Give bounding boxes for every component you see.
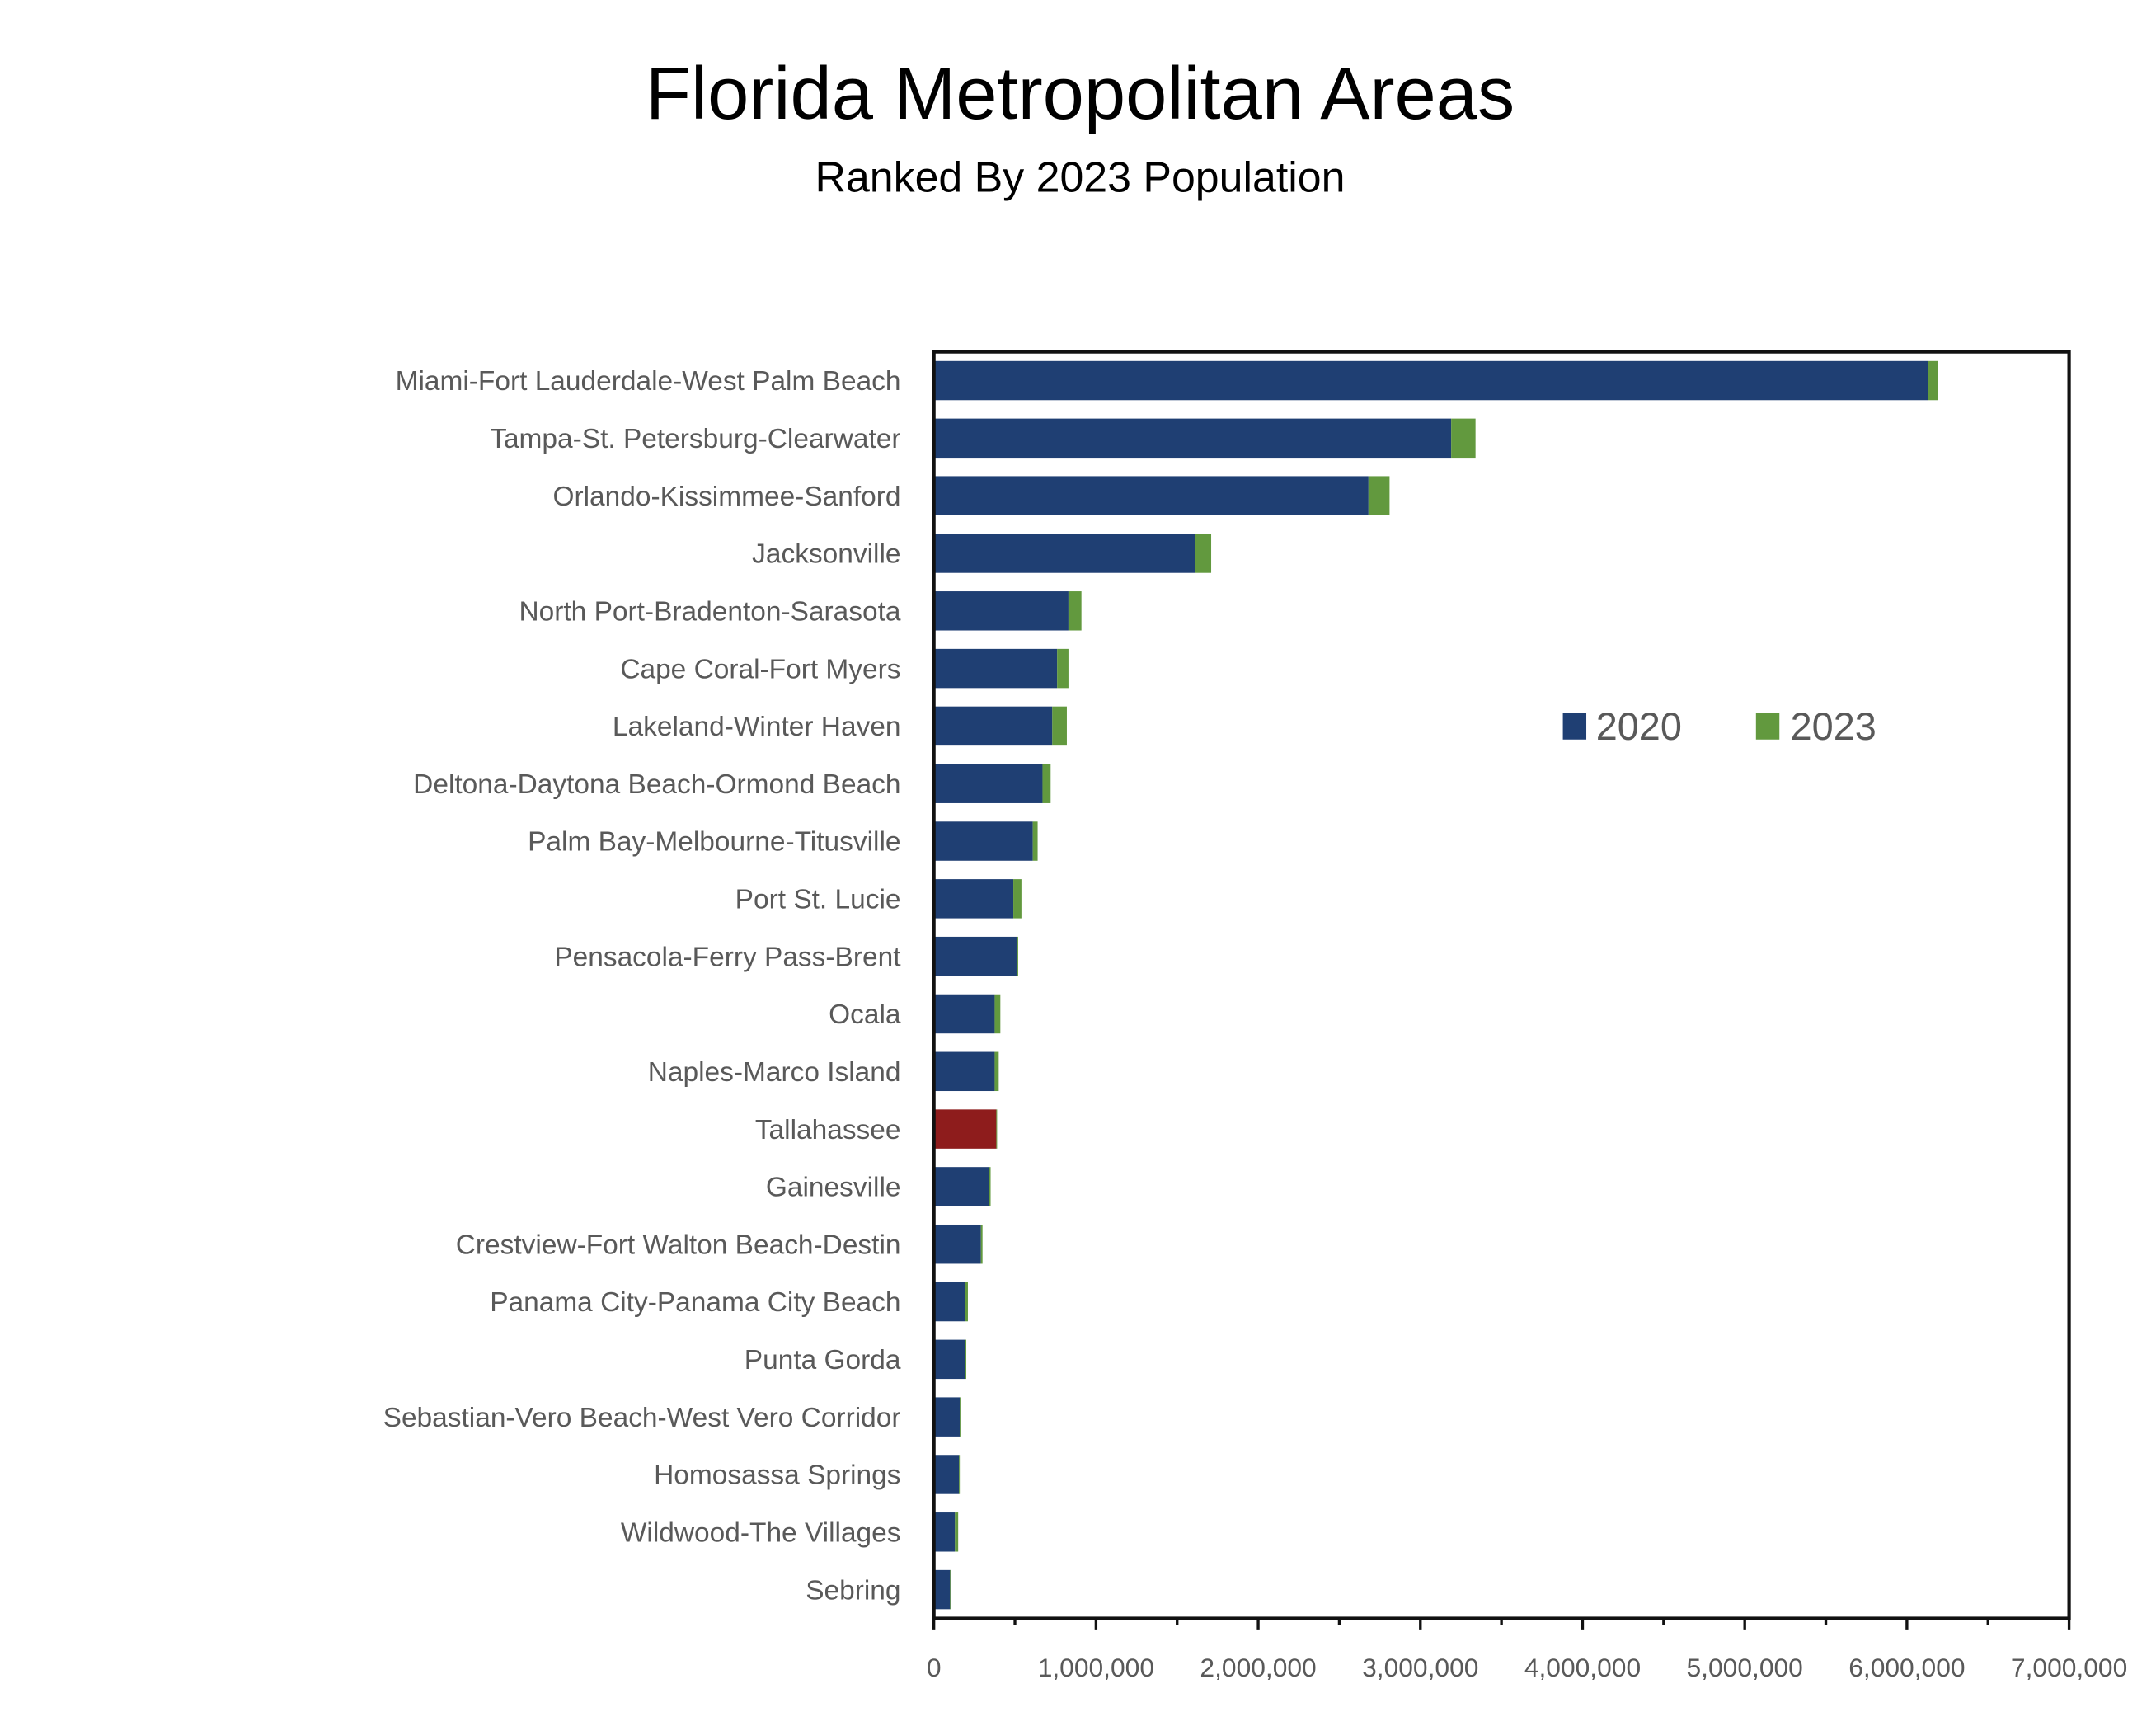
bar-2020 — [933, 1455, 960, 1494]
bar-2023-increase — [1013, 879, 1022, 919]
bar-2020 — [933, 1167, 989, 1206]
x-tick-label: 6,000,000 — [1848, 1653, 1965, 1682]
bar-2023-increase — [955, 1512, 959, 1552]
category-label: Wildwood-The Villages — [621, 1517, 901, 1548]
category-label: Deltona-Daytona Beach-Ormond Beach — [413, 769, 900, 800]
bar-2020 — [933, 1224, 981, 1264]
x-tick-label: 4,000,000 — [1524, 1653, 1641, 1682]
bar-2020 — [933, 1109, 997, 1149]
chart-title: Florida Metropolitan Areas — [646, 52, 1515, 135]
bar-2020 — [933, 1397, 961, 1437]
bars-group — [933, 360, 1938, 1610]
bar-2020 — [933, 936, 1017, 976]
bar-2020 — [933, 360, 1928, 401]
category-label: Ocala — [829, 999, 901, 1030]
category-label: Cape Coral-Fort Myers — [620, 654, 900, 684]
legend-label-2020: 2020 — [1596, 705, 1682, 748]
bar-2023-increase — [960, 1397, 961, 1437]
bar-2020 — [933, 1512, 956, 1552]
category-labels: Miami-Fort Lauderdale-West Palm Beach Tam… — [383, 366, 902, 1606]
bar-2020 — [933, 764, 1043, 803]
category-label: Punta Gorda — [745, 1345, 901, 1376]
bar-2023-increase — [1032, 821, 1038, 861]
bar-2020 — [933, 648, 1058, 689]
category-label: Tampa-St. Petersburg-Clearwater — [490, 424, 900, 454]
bar-2020 — [933, 821, 1033, 861]
category-label: Panama City-Panama City Beach — [490, 1287, 900, 1318]
category-label: Lakeland-Winter Haven — [613, 712, 901, 742]
bar-2023-increase — [1451, 418, 1476, 459]
category-label: Port St. Lucie — [735, 885, 901, 915]
bar-2023-increase — [1928, 360, 1938, 401]
category-label: Gainesville — [766, 1173, 901, 1203]
bar-2023-increase — [965, 1282, 968, 1322]
category-label: Crestview-Fort Walton Beach-Destin — [456, 1230, 901, 1260]
bar-2023-increase — [1016, 936, 1018, 976]
category-label: Jacksonville — [752, 539, 900, 570]
category-label: Homosassa Springs — [654, 1460, 900, 1491]
chart-subtitle: Ranked By 2023 Population — [815, 153, 1346, 201]
category-label: Tallahassee — [755, 1115, 901, 1145]
bar-2023-increase — [994, 994, 1001, 1034]
x-tick-label: 0 — [927, 1653, 942, 1682]
x-axis: 0 1,000,000 2,000,000 3,000,000 4,000,000 5,0… — [927, 1618, 2127, 1682]
category-label: Naples-Marco Island — [648, 1057, 901, 1088]
bar-2023-increase — [1195, 534, 1212, 573]
bar-2020 — [933, 1339, 965, 1380]
bar-2023-increase — [989, 1167, 991, 1206]
category-label: North Port-Bradenton-Sarasota — [519, 596, 900, 627]
bar-2020 — [933, 1051, 995, 1092]
bar-2020 — [933, 1569, 951, 1610]
x-tick-label: 2,000,000 — [1200, 1653, 1316, 1682]
legend: 2020 2023 — [1562, 705, 1877, 748]
bar-2023-increase — [994, 1051, 999, 1092]
bar-2020 — [933, 476, 1369, 515]
bar-2023-increase — [1368, 476, 1390, 515]
bar-2020 — [933, 418, 1452, 459]
bar-2023-increase — [1042, 764, 1051, 803]
legend-label-2023: 2023 — [1791, 705, 1877, 748]
x-tick-label: 3,000,000 — [1362, 1653, 1478, 1682]
bar-2020 — [933, 706, 1053, 746]
bar-2023-increase — [1068, 591, 1082, 631]
bar-2020 — [933, 1282, 965, 1322]
x-tick-label: 5,000,000 — [1687, 1653, 1803, 1682]
bar-2023-increase — [959, 1455, 961, 1494]
bar-2023-increase — [965, 1339, 967, 1380]
bar-2023-increase — [950, 1569, 951, 1610]
bar-2023-increase — [1052, 706, 1067, 746]
bar-2020 — [933, 534, 1195, 573]
category-label: Pensacola-Ferry Pass-Brent — [554, 942, 901, 972]
bar-2023-increase — [996, 1109, 998, 1149]
category-label: Palm Bay-Melbourne-Titusville — [528, 827, 900, 858]
x-tick-label: 1,000,000 — [1038, 1653, 1154, 1682]
x-tick-label: 7,000,000 — [2011, 1653, 2127, 1682]
category-label: Sebastian-Vero Beach-West Vero Corridor — [383, 1403, 901, 1433]
legend-swatch-2023 — [1755, 713, 1780, 740]
bar-2020 — [933, 879, 1014, 919]
bar-2023-increase — [1057, 648, 1069, 689]
bar-2020 — [933, 994, 995, 1034]
legend-swatch-2020 — [1562, 713, 1587, 740]
category-label: Sebring — [806, 1575, 900, 1606]
category-label: Miami-Fort Lauderdale-West Palm Beach — [396, 366, 901, 397]
bar-2023-increase — [980, 1224, 983, 1264]
category-label: Orlando-Kissimmee-Sanford — [552, 482, 900, 512]
bar-2020 — [933, 591, 1069, 631]
